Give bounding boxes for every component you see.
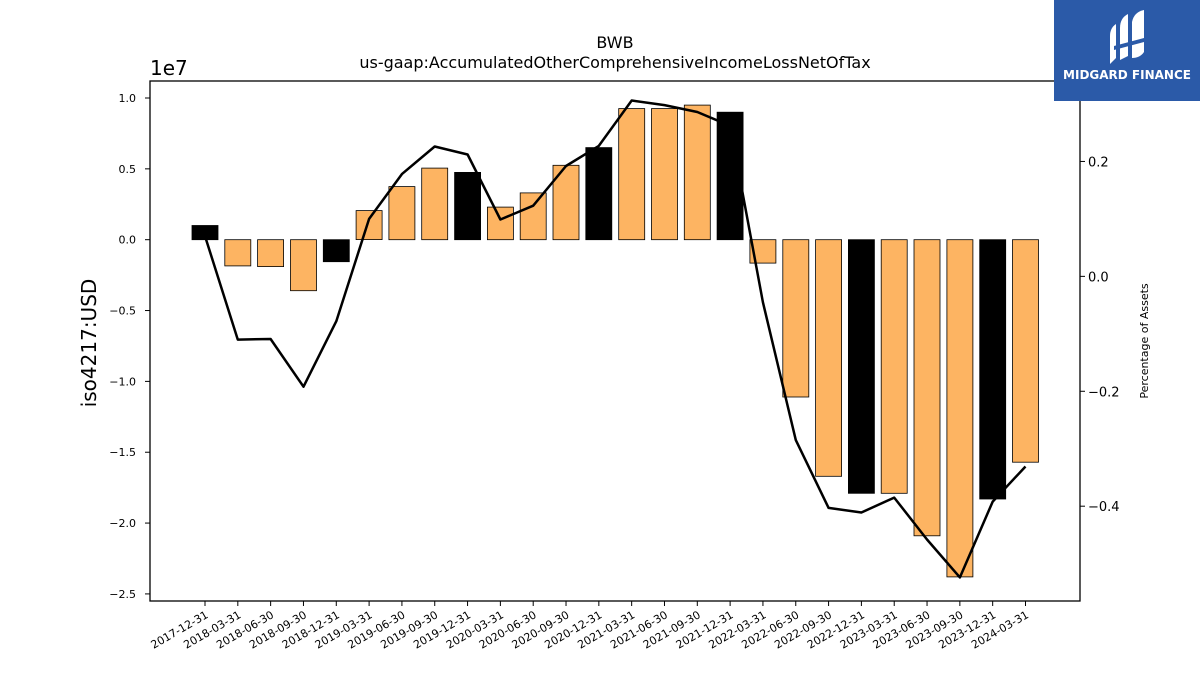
y2-tick-label: −0.4 [1088, 500, 1120, 515]
x-axis-ticks: 2017-12-312018-03-312018-06-302018-09-30… [149, 601, 1031, 652]
y-tick-label: −1.0 [109, 375, 136, 388]
bar-2018-12-31 [322, 239, 350, 263]
y-tick-label: 0.0 [119, 234, 137, 247]
y-tick-label: −0.5 [109, 305, 136, 318]
plot-frame [149, 80, 1081, 602]
bar-2024-03-31 [1012, 239, 1039, 463]
percentage-of-assets-line [203, 99, 1027, 579]
bar-2021-03-31 [618, 108, 646, 241]
y-tick-label: −1.5 [109, 446, 136, 459]
y-axis-ticks: −2.5 −2.0 −1.5 −1.0 −0.5 0.0 0.5 1.0 [109, 92, 150, 601]
bar-2019-12-31 [454, 171, 482, 241]
bar-2018-09-30 [290, 239, 317, 292]
y2-axis-label: Percentage of Assets [1138, 283, 1151, 399]
bar-2020-12-31 [585, 147, 613, 241]
bar-2019-09-30 [421, 167, 449, 241]
bar-2018-06-30 [257, 239, 285, 267]
bar-2023-09-30 [946, 239, 974, 578]
y2-tick-label: 0.0 [1088, 270, 1109, 285]
bar-2022-06-30 [782, 239, 810, 398]
chart-subtitle: us-gaap:AccumulatedOtherComprehensiveInc… [359, 53, 870, 72]
bar-2021-06-30 [651, 108, 678, 241]
bar-2021-09-30 [683, 104, 711, 241]
bars-group [191, 104, 1039, 578]
bar-2022-12-31 [848, 239, 875, 494]
y2-tick-label: −0.2 [1088, 385, 1120, 400]
bar-2020-03-31 [486, 206, 514, 241]
bar-2022-09-30 [815, 239, 842, 477]
midgard-logo-icon [1110, 10, 1144, 64]
midgard-finance-logo: MIDGARD FINANCE [1054, 0, 1200, 101]
y-tick-label: 0.5 [119, 163, 137, 176]
y-tick-label: 1.0 [119, 92, 137, 105]
bar-2020-06-30 [519, 192, 547, 241]
y-offset-label: 1e7 [150, 56, 188, 80]
y-tick-label: −2.5 [109, 588, 136, 601]
bar-2019-06-30 [388, 186, 416, 241]
y-axis-label: iso4217:USD [77, 279, 101, 408]
bar-2023-06-30 [913, 239, 941, 537]
y2-axis-ticks: −0.4 −0.2 0.0 0.2 [1080, 155, 1120, 515]
bar-2019-03-31 [355, 210, 383, 241]
y-tick-label: −2.0 [109, 517, 136, 530]
bar-2023-12-31 [979, 239, 1007, 500]
chart-title: BWB [596, 33, 633, 52]
bar-2018-03-31 [224, 239, 252, 267]
bar-2022-03-31 [749, 239, 777, 264]
bar-2023-03-31 [880, 239, 908, 494]
logo-text: MIDGARD FINANCE [1063, 68, 1191, 82]
y2-tick-label: 0.2 [1088, 155, 1109, 170]
